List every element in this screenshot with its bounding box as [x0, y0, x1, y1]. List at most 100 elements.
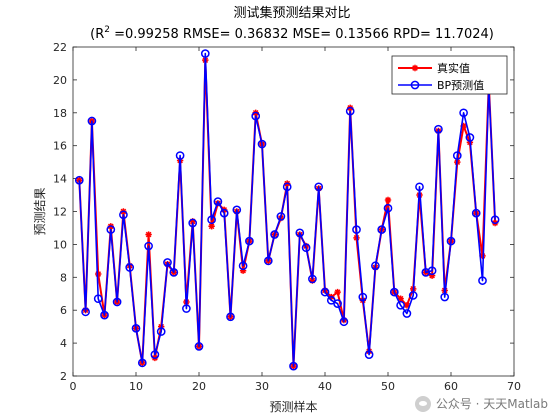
x-tick-label: 40: [318, 380, 332, 393]
y-tick-label: 6: [60, 304, 67, 317]
wechat-icon: [414, 395, 431, 412]
point-marker: [282, 182, 292, 192]
point-marker: [460, 122, 467, 130]
chart-subtitle: (R2 =0.99258 RMSE= 0.36832 MSE= 0.13566 …: [90, 25, 494, 42]
point-marker: [333, 299, 342, 308]
y-axis-label: 预测结果: [33, 187, 47, 235]
point-marker: [194, 342, 204, 351]
x-tick-label: 70: [507, 380, 521, 393]
point-marker: [245, 236, 254, 246]
point-marker: [156, 327, 166, 336]
point-marker: [490, 215, 500, 225]
point-marker: [145, 231, 152, 238]
point-marker: [352, 225, 361, 234]
point-marker: [276, 212, 286, 221]
point-marker: [239, 267, 247, 274]
point-marker: [106, 225, 116, 234]
point-marker: [213, 197, 223, 206]
point-marker: [200, 49, 210, 58]
point-marker: [408, 291, 418, 300]
point-marker: [428, 272, 436, 279]
y-tick-label: 22: [53, 41, 67, 54]
point-marker: [125, 263, 135, 272]
point-marker: [208, 223, 215, 230]
x-tick-label: 0: [70, 380, 77, 393]
point-marker: [397, 295, 404, 302]
legend-marker-bp: [410, 80, 420, 90]
point-marker: [345, 106, 355, 116]
point-marker: [270, 230, 279, 239]
watermark-text: 公众号 · 天天Matlab: [435, 397, 548, 411]
point-marker: [112, 297, 122, 307]
point-marker: [131, 323, 141, 333]
point-marker: [358, 292, 368, 302]
point-marker: [189, 218, 196, 225]
point-marker: [301, 243, 311, 253]
y-tick-label: 12: [53, 206, 67, 219]
x-tick-label: 10: [129, 380, 143, 393]
point-marker: [295, 228, 305, 238]
point-marker: [383, 203, 393, 213]
legend-marker-true: [411, 64, 419, 72]
point-marker: [93, 294, 103, 304]
x-tick-label: 30: [255, 380, 269, 393]
point-marker: [471, 208, 481, 218]
point-marker: [396, 300, 405, 310]
point-marker: [238, 261, 248, 271]
point-marker: [459, 108, 468, 118]
legend-label-true: 真实值: [437, 61, 470, 75]
point-marker: [163, 258, 172, 267]
point-marker: [251, 111, 261, 121]
point-marker: [87, 116, 97, 126]
point-marker: [81, 307, 90, 317]
point-marker: [465, 133, 475, 142]
point-marker: [389, 287, 399, 297]
point-marker: [263, 256, 273, 266]
point-marker: [150, 350, 160, 359]
y-tick-label: 4: [60, 337, 67, 350]
point-marker: [377, 225, 387, 234]
point-marker: [188, 218, 198, 228]
point-marker: [119, 210, 128, 220]
point-marker: [257, 139, 267, 149]
point-marker: [226, 312, 235, 322]
y-tick-label: 18: [53, 107, 67, 120]
point-marker: [289, 361, 298, 371]
point-marker: [446, 236, 456, 246]
point-marker: [100, 310, 109, 320]
y-tick-label: 2: [60, 370, 67, 383]
point-marker: [175, 151, 185, 160]
point-marker: [219, 208, 229, 218]
point-marker: [74, 175, 84, 185]
point-marker: [137, 358, 147, 368]
chart-title: 测试集预测结果对比: [233, 5, 350, 21]
legend-box: [391, 55, 508, 95]
legend: 真实值 BP预测值: [391, 55, 508, 95]
point-marker: [207, 215, 216, 225]
x-tick-label: 20: [192, 380, 206, 393]
point-marker: [182, 304, 191, 313]
y-tick-label: 14: [53, 173, 67, 186]
point-marker: [440, 292, 450, 302]
point-marker: [479, 252, 486, 260]
point-marker: [334, 288, 341, 296]
point-marker: [314, 182, 324, 192]
point-marker: [434, 124, 443, 134]
y-tick-label: 16: [53, 140, 67, 153]
point-marker: [403, 302, 411, 309]
point-marker: [309, 277, 316, 284]
point-marker: [232, 205, 242, 215]
y-tick-label: 10: [53, 238, 67, 251]
point-marker: [320, 287, 330, 297]
point-marker: [169, 268, 179, 277]
legend-label-bp: BP预测值: [437, 79, 484, 92]
point-marker: [478, 276, 487, 285]
plot-area: [72, 46, 515, 377]
point-marker: [144, 241, 153, 251]
point-marker: [371, 261, 380, 271]
x-tick-label: 50: [381, 380, 395, 393]
x-tick-label: 60: [444, 380, 458, 393]
point-marker: [364, 350, 374, 359]
point-marker: [95, 270, 102, 278]
